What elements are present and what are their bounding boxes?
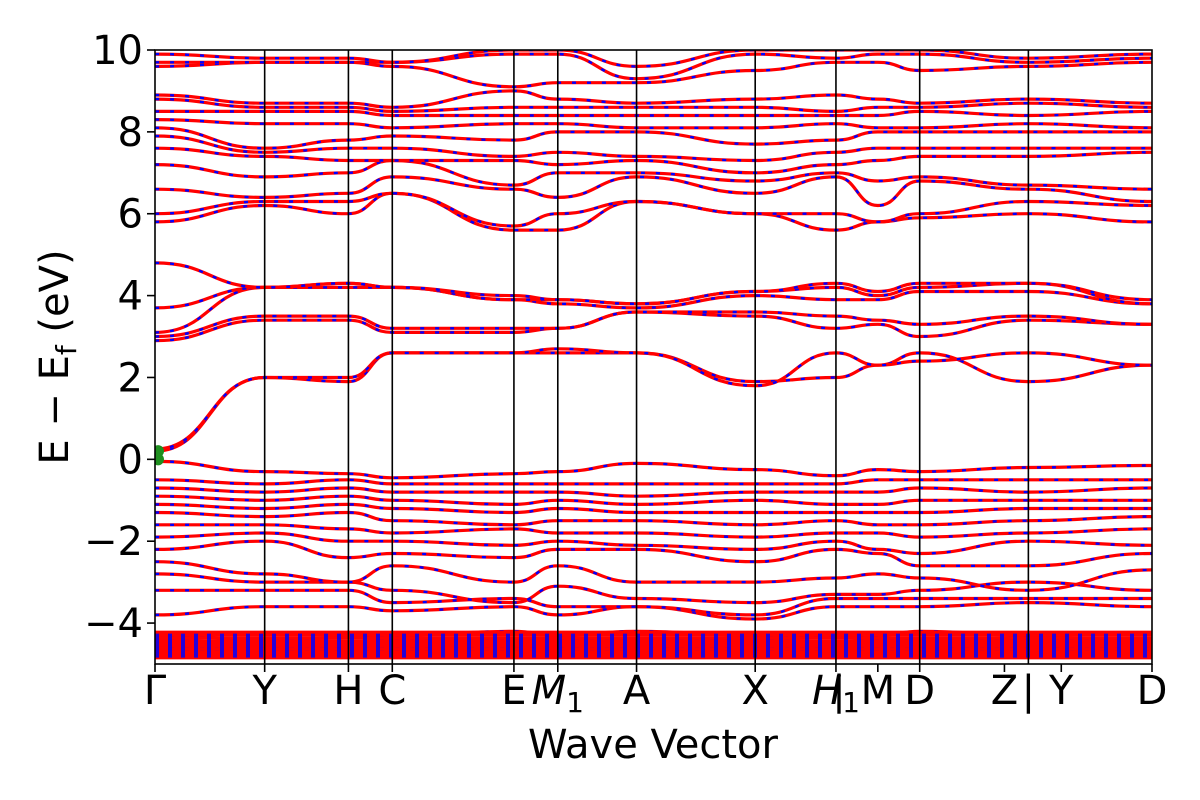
- band-lines: [155, 50, 1152, 660]
- x-tick-label-15: D: [1137, 668, 1168, 714]
- band-overlay-38: [155, 52, 1152, 80]
- band-line-12: [155, 523, 1152, 539]
- y-tick-label: 4: [118, 274, 143, 320]
- x-tick-label-5: M1: [532, 668, 584, 719]
- x-tick-label-8: H1: [812, 668, 860, 719]
- x-tick-label-12: Z: [991, 668, 1018, 714]
- kpoint-vertical-lines: [263, 50, 1030, 664]
- y-tick-label: −2: [84, 519, 143, 565]
- y-tick-label: −4: [84, 601, 143, 647]
- band-line-13: [155, 510, 1152, 527]
- plot-frame: [154, 49, 1153, 665]
- band-overlay-26: [155, 192, 1152, 232]
- band-line-20: [155, 347, 1152, 451]
- y-tick-label: 10: [92, 28, 143, 74]
- band-overlay-39: [155, 50, 1152, 68]
- x-tick-label-10: M: [861, 668, 896, 714]
- band-overlay-37: [155, 61, 1152, 89]
- band-line-16: [155, 486, 1152, 498]
- band-line-19: [155, 351, 1152, 453]
- band-overlay-22: [155, 310, 1152, 338]
- band-line-39: [155, 50, 1152, 69]
- x-tick-label-9: |: [832, 668, 845, 714]
- band-overlay-20: [155, 347, 1152, 451]
- x-tick-label-14: Y: [1048, 668, 1074, 714]
- band-line-18: [155, 459, 1152, 480]
- band-line-23: [155, 285, 1152, 334]
- x-tick-label-7: X: [741, 668, 768, 714]
- band-overlay-32: [155, 126, 1152, 150]
- x-tick-label-4: E: [501, 668, 526, 714]
- y-tick-label: 8: [118, 110, 143, 156]
- y-tick-label: 0: [118, 437, 143, 483]
- band-overlay-6: [155, 601, 1152, 621]
- band-line-33: [155, 118, 1152, 130]
- y-axis-title: E − Ef (eV): [32, 249, 83, 464]
- band-overlay-23: [155, 286, 1152, 334]
- band-overlay-10: [155, 539, 1152, 567]
- band-line-26: [155, 191, 1152, 232]
- band-overlay-7: [155, 589, 1152, 617]
- x-tick-label-1: Y: [251, 668, 277, 714]
- band-overlay-19: [155, 351, 1152, 453]
- band-overlay-9: [155, 560, 1152, 592]
- x-tick-label-2: H: [333, 668, 363, 714]
- x-axis-title: Wave Vector: [528, 722, 779, 768]
- x-tick-label-6: A: [623, 668, 651, 714]
- gamma-marker-1: [155, 453, 164, 466]
- y-axis-ticks: −4 −2 0 2 4 6 8 10: [84, 28, 155, 647]
- x-axis-ticks: Γ Y H C E M1 A X H1| M D Z | Y D: [144, 664, 1168, 719]
- y-tick-label: 6: [118, 192, 143, 238]
- x-tick-label-0: Γ: [144, 668, 167, 714]
- y-tick-label: 2: [118, 355, 143, 401]
- gamma-markers: [155, 445, 164, 466]
- band-overlay-8: [155, 572, 1152, 604]
- band-line-6: [155, 600, 1152, 621]
- x-tick-label-13: |: [1022, 668, 1035, 714]
- band-overlay-25: [155, 261, 1152, 306]
- x-tick-label-11: D: [904, 668, 935, 714]
- x-tick-label-3: C: [378, 668, 406, 714]
